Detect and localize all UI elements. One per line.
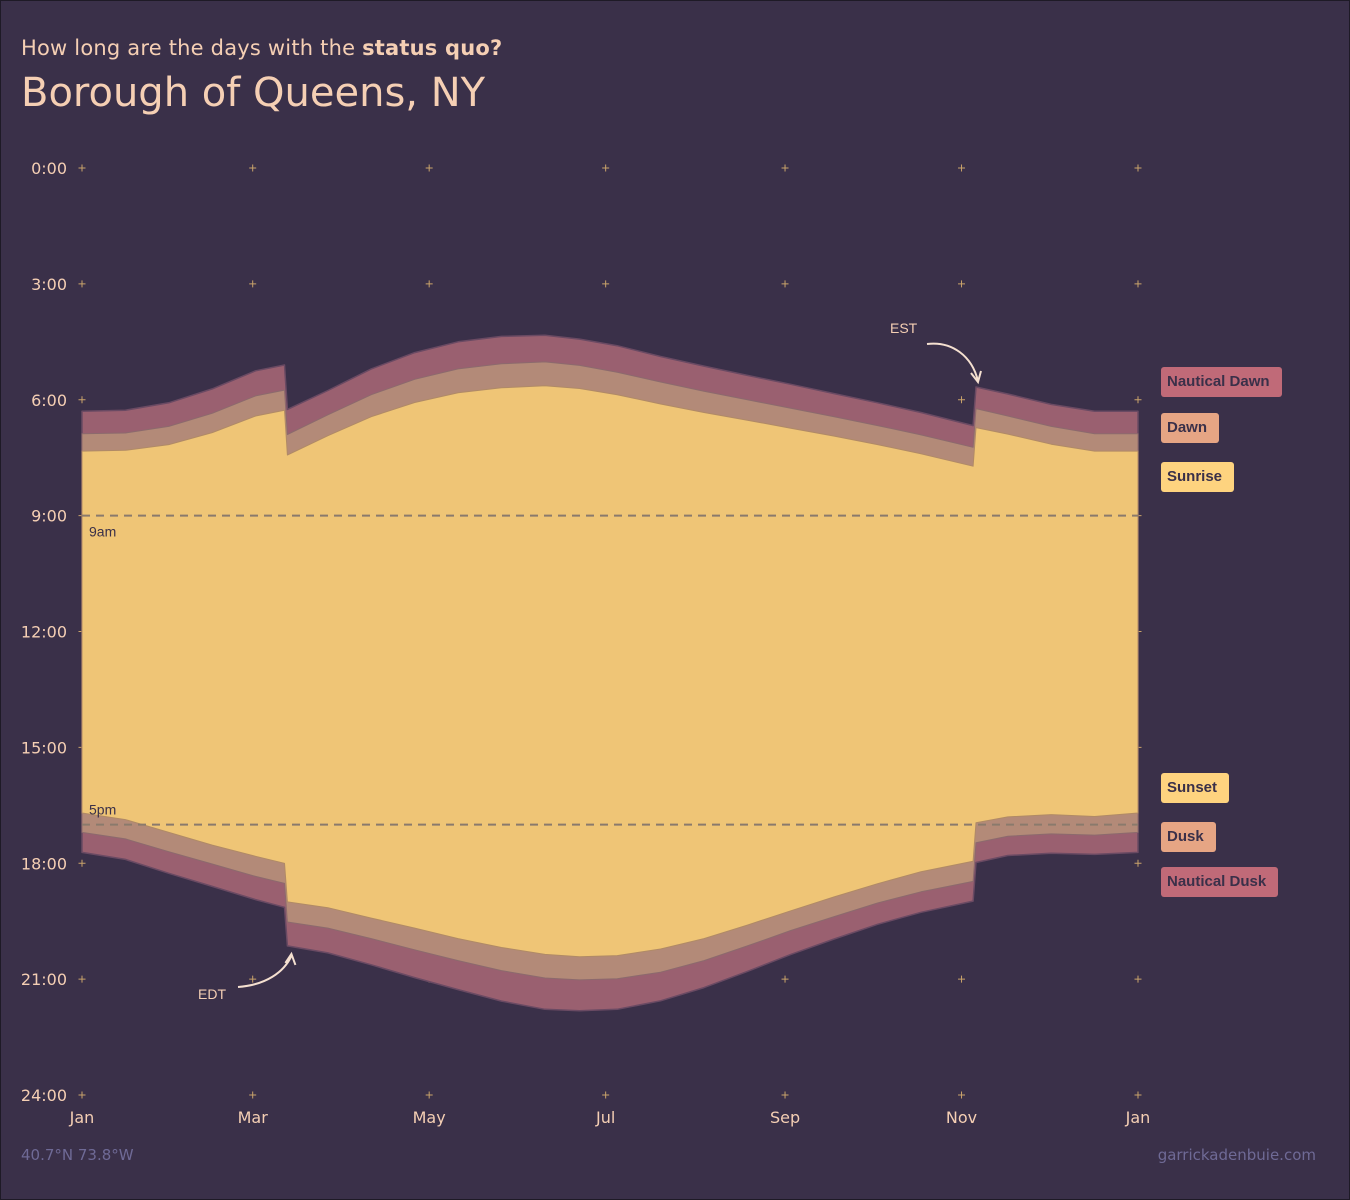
x-tick-label: May [413,1108,446,1127]
legend-dawn: Dawn [1161,413,1220,443]
legend-nautical-dawn: Nautical Dawn [1161,367,1282,397]
grid-mark [78,396,86,404]
annotation-edt-arrowhead [284,951,297,966]
y-tick-label: 21:00 [21,970,67,989]
reference-label-9am: 9am [89,524,116,540]
grid-mark [78,164,86,172]
annotation-edt: EDT [198,986,226,1002]
annotations: EST EDT [198,320,982,1002]
y-tick-label: 15:00 [21,738,67,757]
grid-mark [958,164,966,172]
daylight-band [81,385,1139,958]
y-tick-label: 6:00 [31,391,67,410]
legend-nautical-dusk: Nautical Dusk [1161,867,1279,897]
grid-mark [249,1091,257,1099]
grid-mark [958,975,966,983]
y-tick-label: 12:00 [21,623,67,642]
subtitle-text: How long are the days with the [21,36,356,60]
x-tick-label: Sep [770,1108,800,1127]
grid-mark [781,164,789,172]
y-tick-label: 24:00 [21,1086,67,1105]
x-tick-label: Jan [69,1108,95,1127]
chart-title: Borough of Queens, NY [21,70,486,116]
grid-mark [249,280,257,288]
grid-mark [425,164,433,172]
band-layer [81,334,1139,1012]
grid-mark [958,1091,966,1099]
y-tick-label: 9:00 [31,507,67,526]
grid-mark [602,164,610,172]
credit-caption: garrickadenbuie.com [1157,1146,1316,1164]
grid-mark [249,164,257,172]
grid-mark [1134,280,1142,288]
grid-mark [425,1091,433,1099]
x-tick-label: Mar [238,1108,269,1127]
grid-mark [78,859,86,867]
axis-labels: 0:00 3:00 6:00 9:00 12:00 15:00 18:00 21:00 24:0… [21,159,1150,1127]
grid-mark [781,1091,789,1099]
y-tick-label: 0:00 [31,159,67,178]
grid-mark [781,280,789,288]
grid-mark [958,280,966,288]
x-tick-label: Nov [946,1108,977,1127]
grid-mark [78,1091,86,1099]
grid-mark [249,975,257,983]
grid-mark [425,280,433,288]
grid-mark [602,280,610,288]
subtitle-emphasis: status quo? [362,36,503,60]
legend-dusk: Dusk [1161,822,1216,852]
grid-mark [1134,396,1142,404]
reference-label-5pm: 5pm [89,802,116,818]
reference-lines: 9am 5pm [82,514,1138,826]
annotation-est: EST [890,320,918,336]
grid-mark [1134,164,1142,172]
legend-sunset: Sunset [1161,773,1230,803]
y-tick-label: 3:00 [31,275,67,294]
y-tick-label: 18:00 [21,854,67,873]
chart-subtitle: How long are the days with the status qu… [21,36,502,60]
annotation-edt-arrow [237,955,293,988]
grid-mark [781,975,789,983]
annotation-est-arrow [926,342,979,382]
legend-sunrise: Sunrise [1161,462,1235,492]
annotation-est-arrowhead [970,370,982,385]
grid-mark [78,280,86,288]
grid-mark [958,396,966,404]
grid-mark [602,1091,610,1099]
x-tick-label: Jul [595,1108,615,1127]
coordinates-caption: 40.7°N 73.8°W [21,1146,134,1164]
x-tick-label: Jan [1125,1108,1151,1127]
grid-mark [78,975,86,983]
grid-mark [1134,1091,1142,1099]
grid-mark [1134,859,1142,867]
grid-mark [1134,975,1142,983]
